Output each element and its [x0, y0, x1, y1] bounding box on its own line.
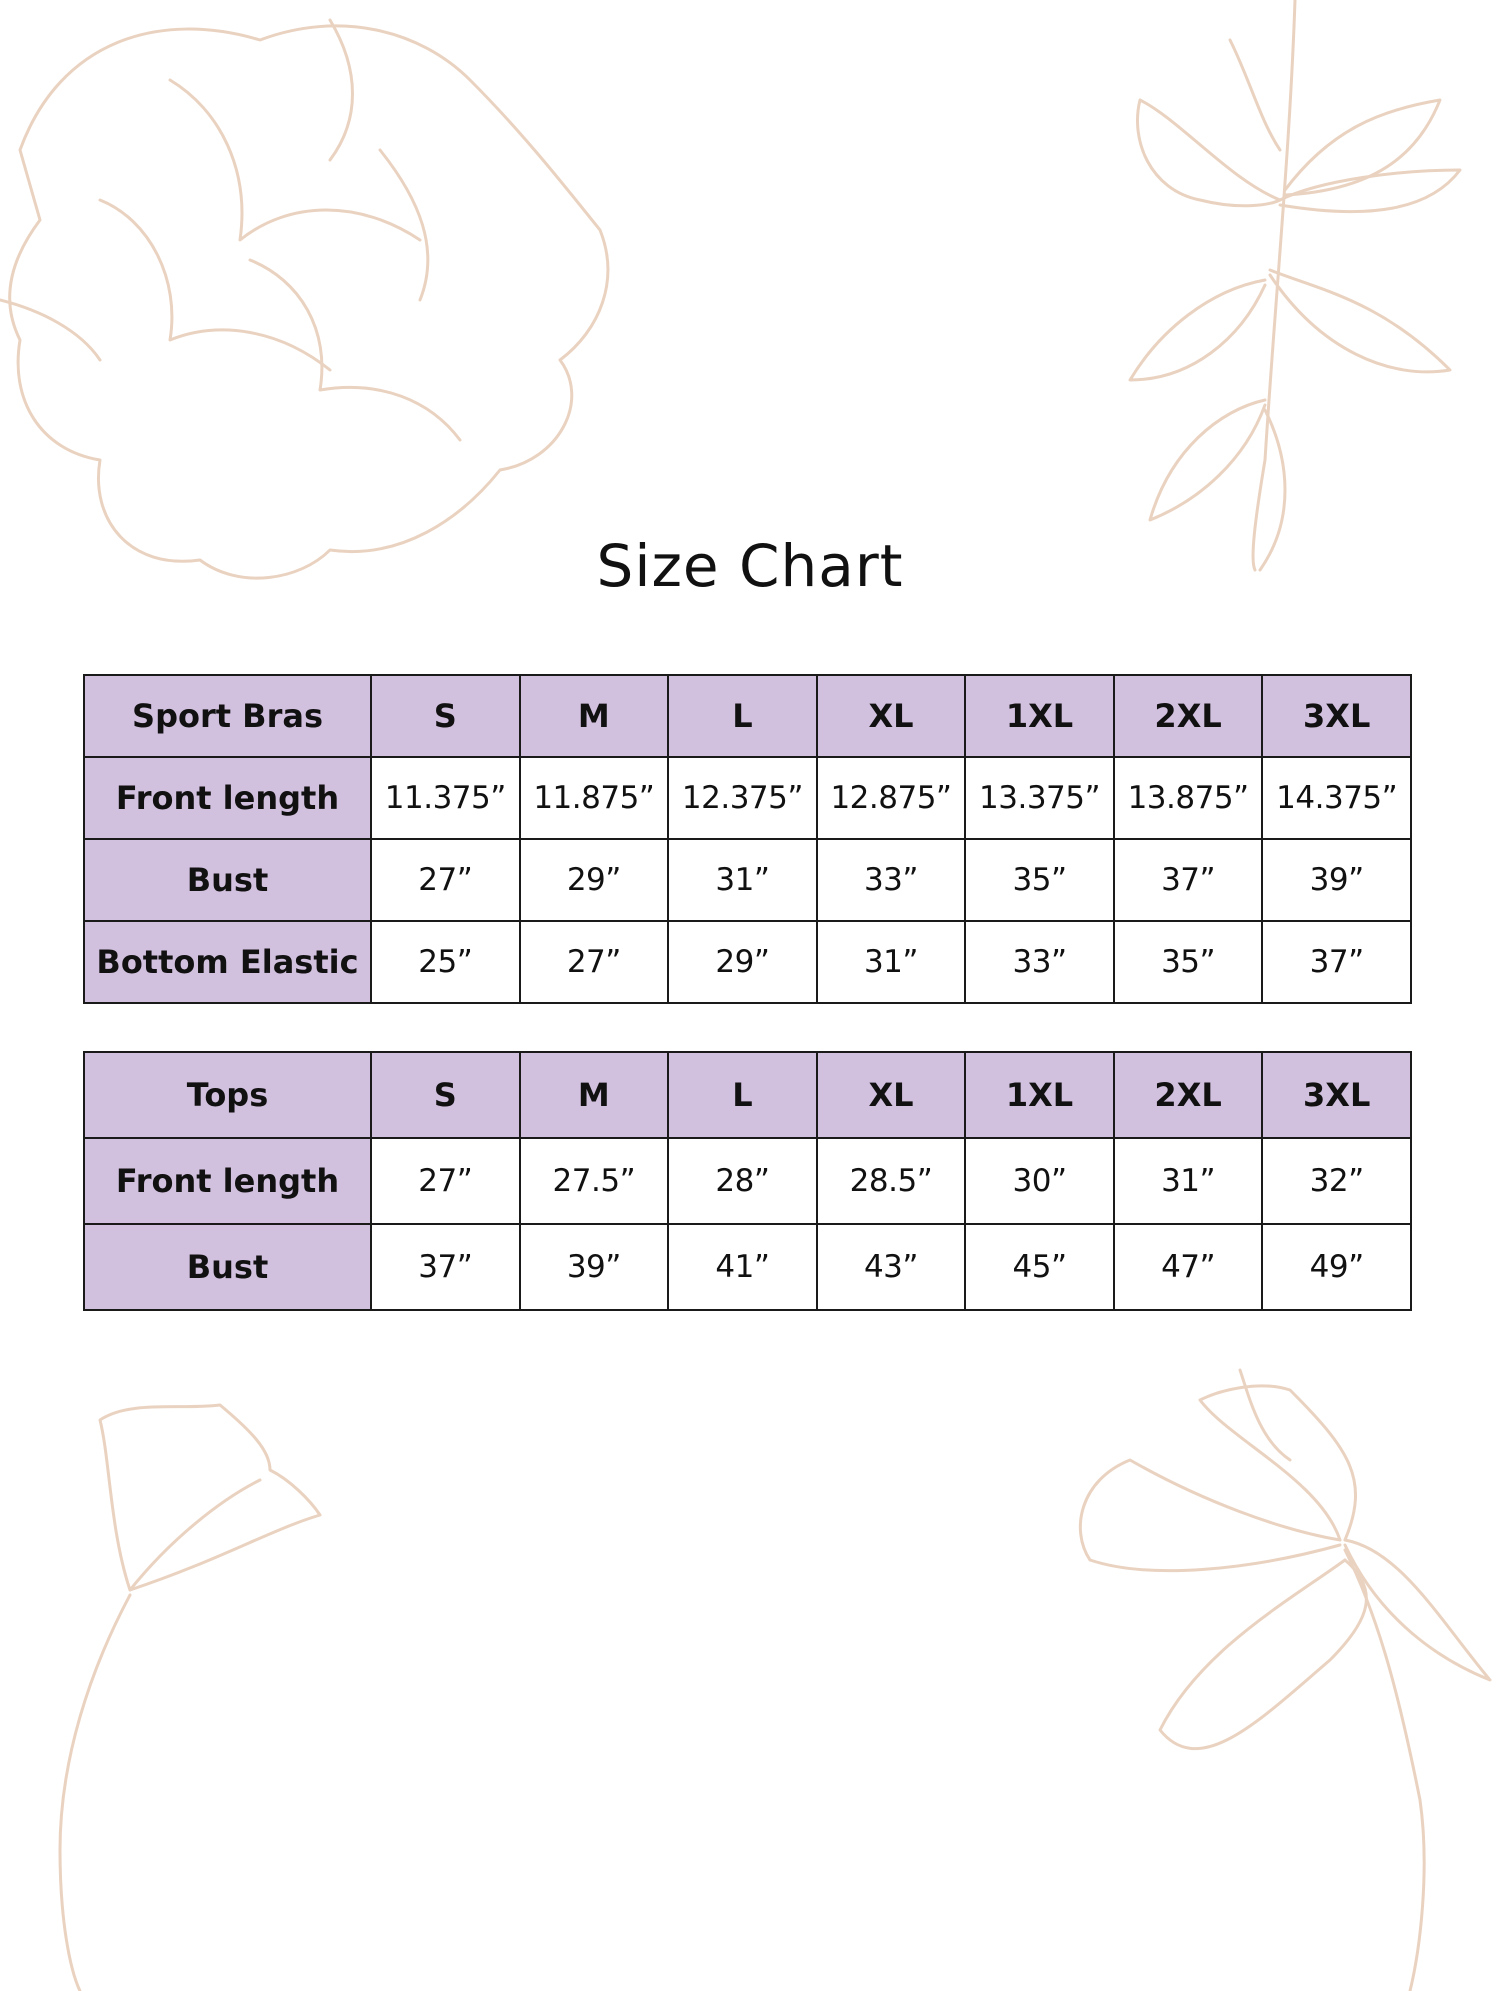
table-cell: 32”	[1261, 1137, 1412, 1225]
table-cell: 33”	[815, 838, 967, 922]
flower-illustration-bottom-right	[1078, 1368, 1492, 1991]
table-cell: 31”	[667, 838, 818, 922]
table-cell: 28.5”	[815, 1137, 967, 1225]
size-header: 3XL	[1261, 674, 1412, 758]
size-header: S	[370, 1051, 521, 1139]
table-cell: 25”	[370, 920, 521, 1004]
table-header-row: Tops S M L XL 1XL 2XL 3XL	[83, 1051, 1412, 1139]
table-cell: 12.375”	[667, 756, 818, 840]
size-header: XL	[815, 674, 967, 758]
table-cell: 27.5”	[518, 1137, 670, 1225]
tops-size-table: Tops S M L XL 1XL 2XL 3XL Front length 2…	[83, 1051, 1412, 1311]
table-cell: 12.875”	[815, 756, 967, 840]
row-label: Bust	[83, 838, 372, 922]
table-cell: 37”	[370, 1223, 521, 1311]
table-category-header: Tops	[83, 1051, 372, 1139]
table-cell: 49”	[1261, 1223, 1412, 1311]
table-cell: 43”	[815, 1223, 967, 1311]
size-header: M	[518, 1051, 670, 1139]
sport-bras-size-table: Sport Bras S M L XL 1XL 2XL 3XL Front le…	[83, 674, 1412, 1004]
size-header: XL	[815, 1051, 967, 1139]
table-cell: 30”	[964, 1137, 1115, 1225]
table-cell: 11.375”	[370, 756, 521, 840]
size-header: 2XL	[1112, 1051, 1264, 1139]
table-cell: 27”	[370, 838, 521, 922]
table-cell: 39”	[518, 1223, 670, 1311]
row-label: Bust	[83, 1223, 372, 1311]
table-cell: 35”	[964, 838, 1115, 922]
size-header: L	[667, 674, 818, 758]
leaf-branch-top-right	[1128, 0, 1462, 572]
table-row: Bottom Elastic 25” 27” 29” 31” 33” 35” 3…	[83, 920, 1412, 1004]
row-label: Front length	[83, 1137, 372, 1225]
table-cell: 13.875”	[1112, 756, 1264, 840]
table-row: Front length 27” 27.5” 28” 28.5” 30” 31”…	[83, 1137, 1412, 1225]
row-label: Front length	[83, 756, 372, 840]
table-cell: 27”	[370, 1137, 521, 1225]
table-row: Bust 27” 29” 31” 33” 35” 37” 39”	[83, 838, 1412, 922]
size-header: 1XL	[964, 674, 1115, 758]
table-cell: 39”	[1261, 838, 1412, 922]
size-header: M	[518, 674, 670, 758]
table-cell: 31”	[815, 920, 967, 1004]
size-header: 2XL	[1112, 674, 1264, 758]
row-label: Bottom Elastic	[83, 920, 372, 1004]
size-header: 1XL	[964, 1051, 1115, 1139]
table-header-row: Sport Bras S M L XL 1XL 2XL 3XL	[83, 674, 1412, 758]
table-cell: 28”	[667, 1137, 818, 1225]
table-cell: 45”	[964, 1223, 1115, 1311]
table-cell: 13.375”	[964, 756, 1115, 840]
table-cell: 31”	[1112, 1137, 1264, 1225]
table-cell: 27”	[518, 920, 670, 1004]
table-cell: 29”	[518, 838, 670, 922]
table-cell: 37”	[1112, 838, 1264, 922]
table-cell: 29”	[667, 920, 818, 1004]
page-title: Size Chart	[596, 532, 904, 600]
table-cell: 47”	[1112, 1223, 1264, 1311]
table-category-header: Sport Bras	[83, 674, 372, 758]
table-cell: 41”	[667, 1223, 818, 1311]
table-cell: 37”	[1261, 920, 1412, 1004]
size-header: 3XL	[1261, 1051, 1412, 1139]
table-cell: 33”	[964, 920, 1115, 1004]
table-row: Front length 11.375” 11.875” 12.375” 12.…	[83, 756, 1412, 840]
table-cell: 35”	[1112, 920, 1264, 1004]
size-header: S	[370, 674, 521, 758]
table-cell: 11.875”	[518, 756, 670, 840]
peony-illustration-top-left	[0, 18, 610, 580]
tulip-illustration-bottom-left	[58, 1403, 322, 1991]
table-row: Bust 37” 39” 41” 43” 45” 47” 49”	[83, 1223, 1412, 1311]
size-header: L	[667, 1051, 818, 1139]
table-cell: 14.375”	[1261, 756, 1412, 840]
